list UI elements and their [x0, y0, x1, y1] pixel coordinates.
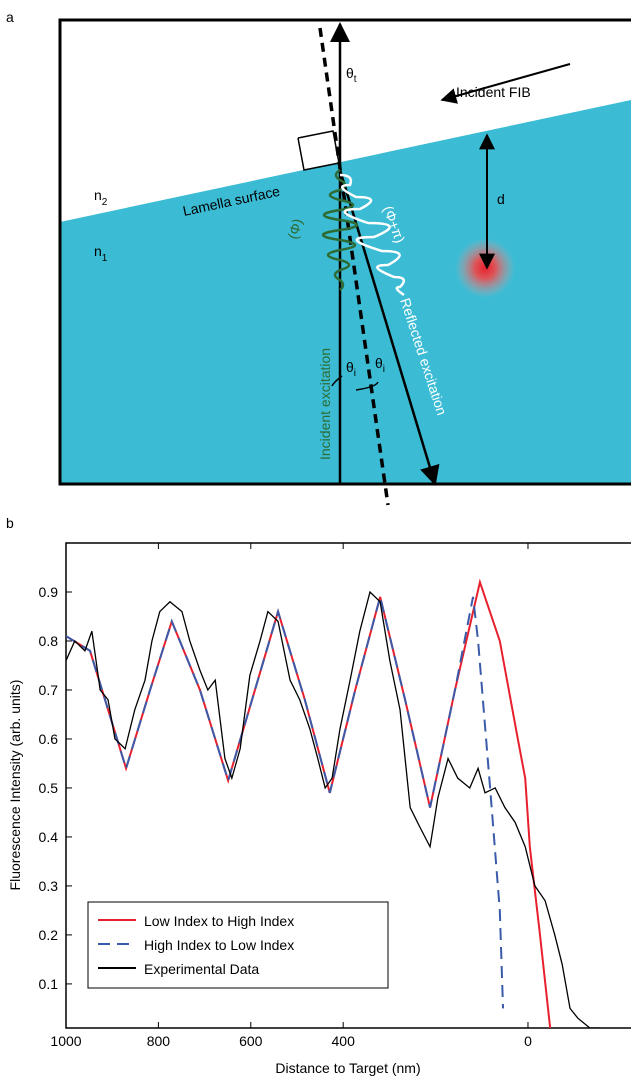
incident-wave: [321, 168, 359, 291]
reflected-ray: [338, 169, 440, 486]
axes-frame: [65, 542, 631, 1029]
incident-label: Incident excitation: [317, 348, 333, 460]
x-axis-label: Distance to Target (nm): [275, 1060, 420, 1076]
theta-i: θi: [346, 359, 356, 379]
y-tick-label: 0.7: [39, 682, 59, 698]
y-tick-label: 0.9: [39, 584, 59, 600]
x-tick-label: 600: [239, 1033, 263, 1049]
chart: b Distance to Target (nm) Fluorescence I…: [6, 515, 631, 1076]
n2: n2: [94, 187, 108, 208]
y-tick-label: 0.1: [39, 976, 59, 992]
y-tick-label: 0.5: [39, 780, 59, 796]
x-tick-label: 400: [332, 1033, 356, 1049]
theta-i: θi: [375, 355, 385, 375]
angle-arcs: [331, 375, 379, 391]
y-tick-label: 0.4: [39, 829, 59, 845]
frame: [58, 18, 631, 486]
phase-incident: (Φ): [284, 217, 305, 241]
y-tick-label: 0.2: [39, 927, 59, 943]
reflected-wave: [339, 173, 406, 297]
n1: n1: [94, 243, 108, 264]
panel-label: a: [6, 9, 14, 25]
y-tick-label: 0.8: [39, 633, 59, 649]
x-tick-label: 0: [524, 1033, 532, 1049]
y-axis-label: Fluorescence Intensity (arb. units): [7, 680, 23, 891]
fib-arrow: [440, 63, 571, 104]
x-tick-label: 800: [147, 1033, 171, 1049]
series-line: [66, 590, 601, 1028]
legend-label: Experimental Data: [144, 961, 259, 977]
panel-label: b: [6, 515, 14, 531]
theta-t: θt: [346, 65, 357, 85]
x-tick-label: 1000: [50, 1033, 81, 1049]
surface-normal: [318, 27, 390, 506]
series-line: [66, 596, 505, 1009]
y-tick-label: 0.3: [39, 878, 59, 894]
d-label: d: [497, 191, 505, 207]
lamella: [60, 100, 631, 484]
right-angle: [297, 130, 340, 171]
legend-box: [87, 901, 389, 989]
series-line: [66, 578, 552, 1028]
legend-label: High Index to Low Index: [144, 937, 294, 953]
target: [455, 238, 515, 298]
diagram: a Incident FIB θt n2 n1 Lamella surface …: [6, 9, 631, 506]
y-tick-label: 0.6: [39, 731, 59, 747]
fib-label: Incident FIB: [456, 84, 531, 100]
plot-area: [66, 578, 601, 1028]
legend-label: Low Index to High Index: [144, 913, 294, 929]
